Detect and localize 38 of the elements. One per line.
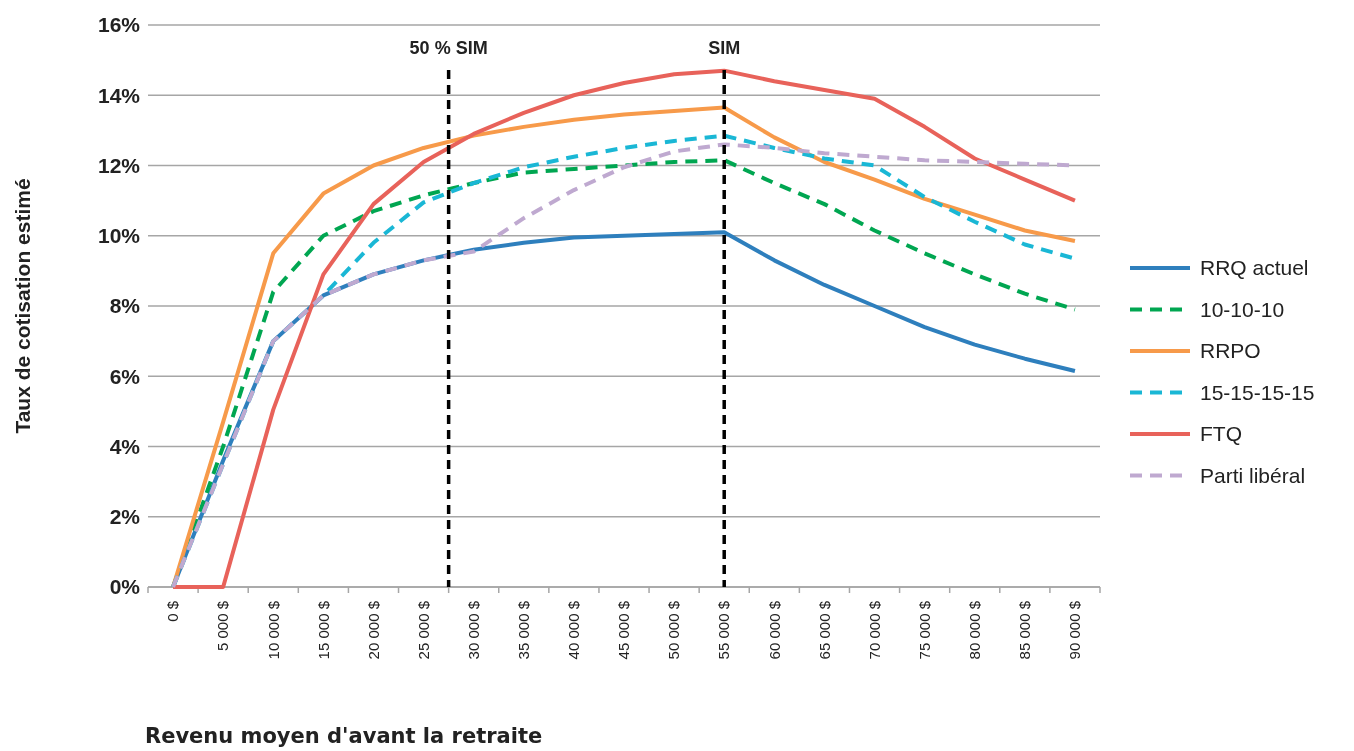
- legend-label: RRPO: [1200, 339, 1261, 363]
- x-tick-label: 25 000 $: [414, 600, 432, 660]
- x-tick-label: 90 000 $: [1066, 600, 1084, 660]
- x-axis-title: Revenu moyen d'avant la retraite: [145, 724, 543, 748]
- legend-label: Parti libéral: [1200, 463, 1306, 487]
- x-tick-label: 45 000 $: [615, 600, 633, 660]
- y-tick-label: 4%: [109, 434, 141, 458]
- x-tick-label: 75 000 $: [915, 600, 933, 660]
- x-tick-label: 20 000 $: [364, 600, 382, 660]
- x-tick-label: 65 000 $: [815, 600, 833, 660]
- x-tick-label: 35 000 $: [515, 600, 533, 660]
- x-tick-label: 40 000 $: [565, 600, 583, 660]
- x-tick-label: 60 000 $: [765, 600, 783, 660]
- x-tick-label: 50 000 $: [665, 600, 683, 660]
- ref-line-label: SIM: [708, 38, 741, 58]
- y-tick-label: 0%: [109, 575, 141, 599]
- x-tick-label: 5 000 $: [214, 600, 232, 652]
- y-tick-label: 8%: [109, 294, 141, 318]
- y-tick-label: 16%: [97, 13, 141, 37]
- y-tick-label: 2%: [109, 505, 141, 529]
- y-tick-label: 12%: [97, 153, 141, 177]
- x-tick-label: 55 000 $: [715, 600, 733, 660]
- y-axis-title: Taux de cotisation estimé: [11, 178, 34, 434]
- legend-label: RRQ actuel: [1200, 256, 1309, 280]
- ref-line-label: 50 % SIM: [409, 38, 488, 58]
- x-tick-label: 70 000 $: [865, 600, 883, 660]
- y-tick-label: 14%: [97, 83, 141, 107]
- y-tick-label: 10%: [97, 224, 141, 248]
- x-tick-label: 15 000 $: [314, 600, 332, 660]
- x-tick-label: 10 000 $: [264, 600, 282, 660]
- legend-label: 15-15-15-15: [1200, 380, 1315, 404]
- y-tick-label: 6%: [109, 364, 141, 388]
- x-tick-label: 0 $: [164, 600, 182, 622]
- x-tick-label: 80 000 $: [965, 600, 983, 660]
- legend-label: FTQ: [1200, 422, 1242, 446]
- legend-label: 10-10-10: [1200, 297, 1285, 321]
- x-tick-label: 30 000 $: [464, 600, 482, 660]
- x-tick-label: 85 000 $: [1016, 600, 1034, 660]
